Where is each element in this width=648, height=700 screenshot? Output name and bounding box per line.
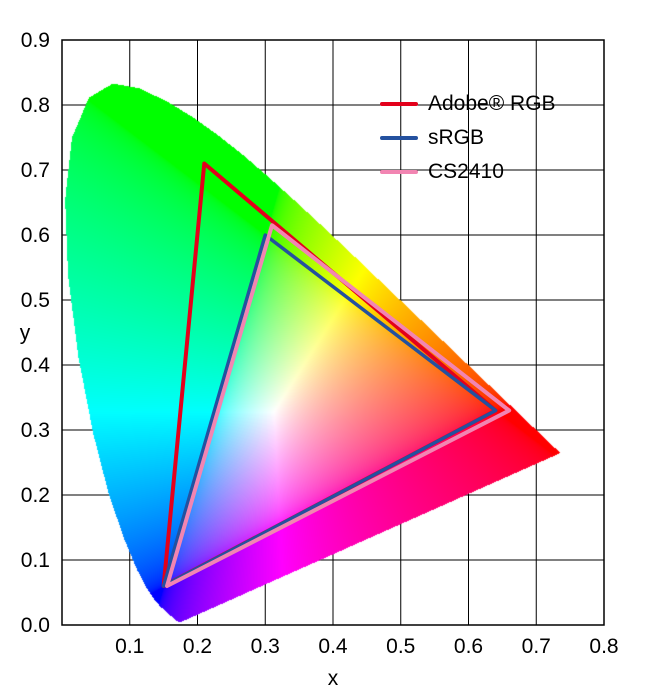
gamut-triangle-2 bbox=[165, 223, 512, 588]
legend-label-srgb: sRGB bbox=[428, 126, 485, 149]
legend-label-adobe-rgb: Adobe® RGB bbox=[428, 92, 556, 115]
legend-item-srgb: sRGB bbox=[380, 126, 556, 150]
legend-swatch-cs2410 bbox=[380, 170, 418, 174]
legend: Adobe® RGB sRGB CS2410 bbox=[380, 92, 556, 184]
legend-item-adobe-rgb: Adobe® RGB bbox=[380, 92, 556, 116]
legend-swatch-srgb bbox=[380, 136, 418, 140]
legend-label-cs2410: CS2410 bbox=[428, 160, 504, 183]
gamut-triangle-1 bbox=[161, 233, 498, 588]
legend-item-cs2410: CS2410 bbox=[380, 160, 556, 184]
legend-swatch-adobe-rgb bbox=[380, 102, 418, 106]
